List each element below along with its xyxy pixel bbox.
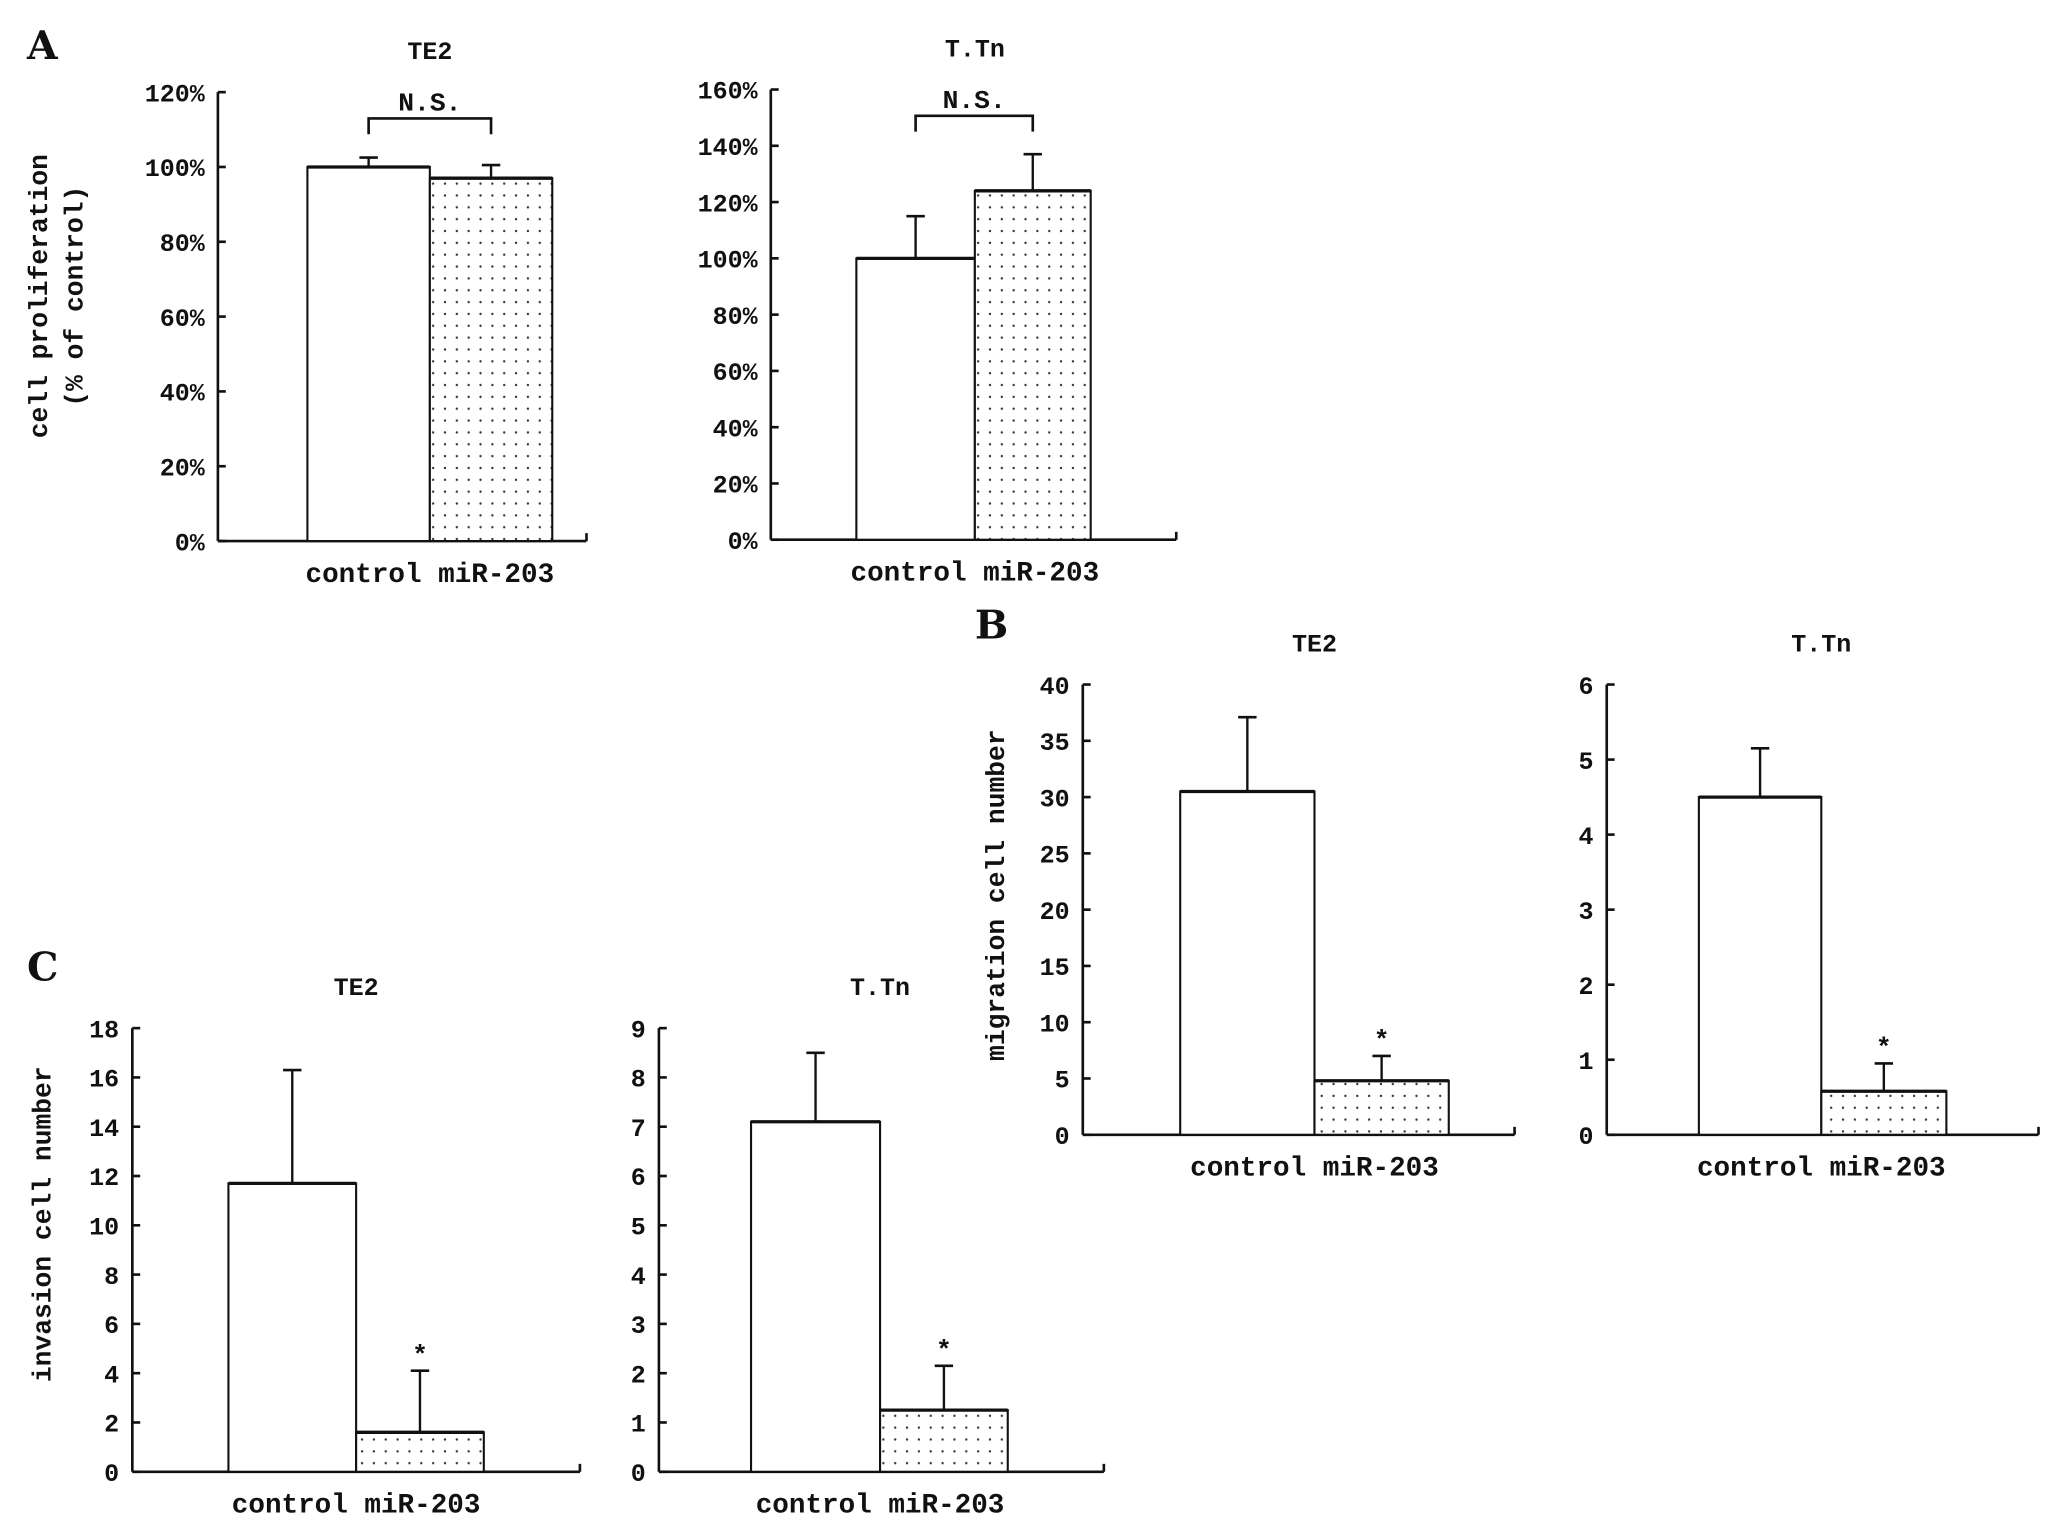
chart-a-te2: 0% 20% 40% 60% 80% 100% 120% N.S. TE2 control miR… xyxy=(25,38,588,591)
y-tick-label: 0 xyxy=(631,1460,646,1489)
x-axis-label: control miR-203 xyxy=(232,1491,481,1522)
y-tick-label: 2 xyxy=(631,1361,646,1390)
y-tick-label: 40% xyxy=(160,380,206,409)
significance-star: * xyxy=(936,1336,952,1366)
y-tick-label: 4 xyxy=(104,1361,119,1390)
y-tick-label: 30 xyxy=(1040,785,1070,814)
y-tick-label: 20% xyxy=(160,454,206,483)
chart-title: TE2 xyxy=(1292,631,1337,660)
y-tick-label: 0% xyxy=(175,529,206,558)
y-tick-label: 0 xyxy=(1055,1123,1070,1152)
bar-control xyxy=(1179,790,1316,1136)
y-tick-label: 1 xyxy=(631,1411,646,1440)
y-tick-label: 100% xyxy=(698,247,759,276)
y-tick-label: 10 xyxy=(1040,1010,1070,1039)
chart-title: T.Tn xyxy=(850,974,910,1003)
panel-letter-a: A xyxy=(26,23,59,69)
y-tick-label: 40 xyxy=(1040,673,1070,702)
chart-a-ttn: 0% 20% 40% 60% 80% 100% 120% 140% 160% N.S. T.Tn co… xyxy=(698,36,1178,590)
y-axis-label-units: (% of control) xyxy=(60,186,90,407)
y-tick-label: 120% xyxy=(145,80,206,109)
significance-bracket xyxy=(367,117,493,135)
bar-control xyxy=(227,1182,358,1473)
y-tick-label: 5 xyxy=(631,1214,646,1243)
x-axis-label: control miR-203 xyxy=(1190,1154,1439,1185)
y-tick-label: 15 xyxy=(1040,954,1070,983)
significance-star: * xyxy=(1876,1034,1892,1064)
bar-mir-203 xyxy=(428,177,554,543)
y-tick-label: 2 xyxy=(104,1411,119,1440)
significance-label: N.S. xyxy=(398,89,461,119)
y-tick-label: 5 xyxy=(1579,748,1594,777)
y-tick-label: 80% xyxy=(160,230,206,259)
bar-mir-203 xyxy=(1820,1090,1948,1136)
y-tick-label: 4 xyxy=(1579,823,1594,852)
y-axis-label: cell proliferation xyxy=(25,154,55,438)
y-tick-label: 25 xyxy=(1040,842,1070,871)
y-tick-label: 6 xyxy=(631,1164,646,1193)
chart-title: T.Tn xyxy=(1791,631,1851,660)
y-tick-label: 40% xyxy=(713,415,759,444)
y-tick-label: 0 xyxy=(1579,1123,1594,1152)
y-tick-label: 60% xyxy=(160,305,206,334)
y-tick-label: 16 xyxy=(89,1066,119,1095)
y-tick-label: 140% xyxy=(698,134,759,163)
bar-control xyxy=(749,1120,882,1473)
y-tick-label: 8 xyxy=(631,1066,646,1095)
y-tick-label: 100% xyxy=(145,155,206,184)
y-tick-label: 35 xyxy=(1040,729,1070,758)
y-tick-label: 5 xyxy=(1055,1067,1070,1096)
significance-label: N.S. xyxy=(943,86,1006,116)
bar-mir-203 xyxy=(355,1431,485,1473)
bar-mir-203 xyxy=(1313,1079,1450,1136)
y-tick-label: 20 xyxy=(1040,898,1070,927)
y-tick-label: 80% xyxy=(713,303,759,332)
bar-control xyxy=(306,165,431,543)
y-tick-label: 20% xyxy=(713,472,759,501)
y-tick-label: 1 xyxy=(1579,1048,1594,1077)
y-tick-label: 10 xyxy=(89,1214,119,1243)
y-tick-label: 18 xyxy=(89,1016,119,1045)
bar-mir-203 xyxy=(973,189,1092,541)
significance-star: * xyxy=(412,1341,428,1371)
chart-b-ttn: 0 1 2 3 4 5 6 * T.Tn control miR-203 xyxy=(1579,631,2040,1185)
y-tick-label: 60% xyxy=(713,359,759,388)
panel-letter-b: B xyxy=(975,602,1008,648)
chart-b-te2: 0 5 10 15 20 25 30 35 40 * TE2 control miR-203 migra… xyxy=(982,631,1516,1185)
chart-c-te2: 0 2 4 6 8 10 12 14 16 18 * TE2 control miR-203 invasi… xyxy=(29,974,582,1522)
bar-control xyxy=(855,257,976,541)
y-axis-label: invasion cell number xyxy=(29,1066,59,1382)
y-tick-label: 14 xyxy=(89,1115,119,1144)
x-axis-label: control miR-203 xyxy=(1697,1154,1946,1185)
y-tick-label: 9 xyxy=(631,1016,646,1045)
chart-title: T.Tn xyxy=(945,36,1005,65)
y-tick-label: 4 xyxy=(631,1263,646,1292)
y-tick-label: 3 xyxy=(1579,898,1594,927)
y-tick-label: 3 xyxy=(631,1312,646,1341)
y-tick-label: 12 xyxy=(89,1164,119,1193)
x-axis-label: control miR-203 xyxy=(306,560,555,591)
y-tick-label: 6 xyxy=(104,1312,119,1341)
y-tick-label: 0 xyxy=(104,1460,119,1489)
y-tick-label: 2 xyxy=(1579,973,1594,1002)
y-tick-label: 8 xyxy=(104,1263,119,1292)
y-tick-label: 0% xyxy=(728,528,759,557)
y-tick-label: 120% xyxy=(698,190,759,219)
chart-title: TE2 xyxy=(407,38,452,67)
y-tick-label: 160% xyxy=(698,78,759,107)
x-axis-label: control miR-203 xyxy=(851,559,1100,590)
significance-star: * xyxy=(1374,1026,1390,1056)
bar-mir-203 xyxy=(879,1409,1009,1473)
chart-title: TE2 xyxy=(334,974,379,1003)
y-axis-label: migration cell number xyxy=(982,729,1012,1061)
bar-control xyxy=(1697,796,1823,1136)
chart-c-ttn: 0 1 2 3 4 5 6 7 8 9 * T.Tn control miR-203 xyxy=(631,974,1106,1522)
panel-letter-c: C xyxy=(27,945,58,991)
significance-bracket xyxy=(914,114,1035,132)
y-tick-label: 6 xyxy=(1579,673,1594,702)
y-tick-label: 7 xyxy=(631,1115,646,1144)
x-axis-label: control miR-203 xyxy=(756,1491,1005,1522)
